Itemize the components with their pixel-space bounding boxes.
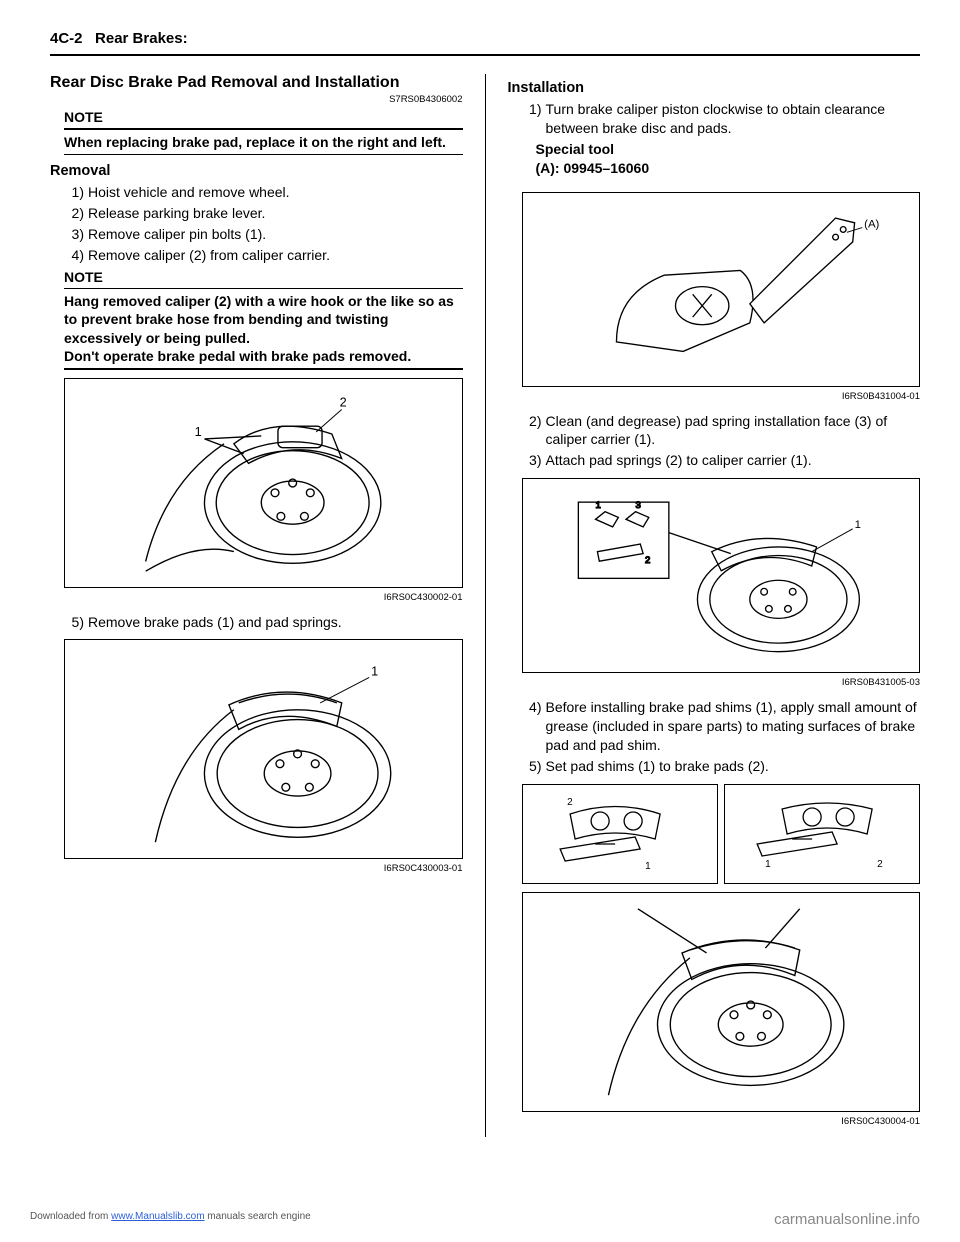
install-step-1: 1)Turn brake caliper piston clockwise to… xyxy=(522,100,921,138)
step: 2)Release parking brake lever. xyxy=(64,204,463,223)
note-label: NOTE xyxy=(64,269,463,285)
figure-id: I6RS0C430003-01 xyxy=(64,863,463,874)
rotor-shim-svg xyxy=(529,899,914,1105)
footer-left: Downloaded from www.Manualslib.com manua… xyxy=(30,1211,311,1228)
shim-box-left: 2 1 xyxy=(522,784,718,884)
step: 4)Remove caliper (2) from caliper carrie… xyxy=(64,246,463,265)
section-title: Rear Disc Brake Pad Removal and Installa… xyxy=(50,74,463,92)
springs-svg: 1 3 2 1 xyxy=(529,485,914,666)
figure-id: I6RS0B431004-01 xyxy=(522,391,921,402)
svg-text:2: 2 xyxy=(567,797,573,808)
special-tool-code: (A): 09945–16060 xyxy=(536,159,921,178)
shim-svg-2: 1 2 xyxy=(729,789,915,879)
figure-id: I6RS0B431005-03 xyxy=(522,677,921,688)
brake-pads-svg: 1 xyxy=(71,646,456,852)
note-block-2: NOTE Hang removed caliper (2) with a wir… xyxy=(64,269,463,370)
note-body: Hang removed caliper (2) with a wire hoo… xyxy=(64,292,463,365)
page-header: 4C-2 Rear Brakes: xyxy=(50,30,920,56)
figure-id: I6RS0C430002-01 xyxy=(64,592,463,603)
step: 3)Remove caliper pin bolts (1). xyxy=(64,225,463,244)
note-rule xyxy=(64,128,463,130)
step: 2)Clean (and degrease) pad spring instal… xyxy=(522,412,921,450)
doc-id: S7RS0B4306002 xyxy=(50,94,463,105)
figure-install-3 xyxy=(522,892,921,1112)
step: 5)Set pad shims (1) to brake pads (2). xyxy=(522,757,921,776)
svg-text:2: 2 xyxy=(645,555,650,566)
note-rule xyxy=(64,154,463,156)
figure-install-2: 1 3 2 1 xyxy=(522,478,921,673)
svg-text:1: 1 xyxy=(595,500,600,511)
note-body: When replacing brake pad, replace it on … xyxy=(64,133,463,151)
figure-id: I6RS0C430004-01 xyxy=(522,1116,921,1127)
step: 4)Before installing brake pad shims (1),… xyxy=(522,698,921,755)
callout-2: 2 xyxy=(340,394,347,409)
shim-svg-1: 2 1 xyxy=(527,789,713,879)
left-column: Rear Disc Brake Pad Removal and Installa… xyxy=(50,74,463,1137)
page-footer: Downloaded from www.Manualslib.com manua… xyxy=(30,1211,920,1228)
step-5: 5)Remove brake pads (1) and pad springs. xyxy=(64,613,463,632)
install-steps-45: 4)Before installing brake pad shims (1),… xyxy=(522,698,921,776)
svg-text:1: 1 xyxy=(645,861,651,872)
note-label: NOTE xyxy=(64,109,463,125)
note-rule xyxy=(64,368,463,370)
callout-1: 1 xyxy=(195,423,202,438)
step: 3)Attach pad springs (2) to caliper carr… xyxy=(522,451,921,470)
callout-1: 1 xyxy=(854,519,860,531)
callout-1: 1 xyxy=(371,664,378,679)
footer-right: carmanualsonline.info xyxy=(774,1211,920,1228)
svg-text:3: 3 xyxy=(635,500,640,511)
figure-removal-1: 1 2 xyxy=(64,378,463,588)
callout-A: (A) xyxy=(864,218,879,230)
right-column: Installation 1)Turn brake caliper piston… xyxy=(508,74,921,1137)
column-divider xyxy=(485,74,486,1137)
brake-rotor-svg: 1 2 xyxy=(71,385,456,581)
install-steps-23: 2)Clean (and degrease) pad spring instal… xyxy=(522,412,921,471)
page-ref: 4C-2 Rear Brakes: xyxy=(50,30,188,47)
step: 1)Hoist vehicle and remove wheel. xyxy=(64,183,463,202)
removal-heading: Removal xyxy=(50,163,463,179)
step: 5)Remove brake pads (1) and pad springs. xyxy=(64,613,463,632)
removal-steps: 1)Hoist vehicle and remove wheel. 2)Rele… xyxy=(64,183,463,265)
manualslib-link[interactable]: www.Manualslib.com xyxy=(111,1211,204,1222)
svg-text:1: 1 xyxy=(765,859,771,870)
figure-install-1: (A) xyxy=(522,192,921,387)
shim-box-right: 1 2 xyxy=(724,784,920,884)
note-block-1: NOTE When replacing brake pad, replace i… xyxy=(64,109,463,155)
figure-install-3-wrap: 2 1 1 2 xyxy=(522,784,921,1112)
shim-detail-boxes: 2 1 1 2 xyxy=(522,784,921,884)
installation-heading: Installation xyxy=(508,80,921,96)
content-columns: Rear Disc Brake Pad Removal and Installa… xyxy=(50,74,920,1137)
special-tool-label: Special tool xyxy=(536,140,921,159)
step: 1)Turn brake caliper piston clockwise to… xyxy=(522,100,921,138)
svg-text:2: 2 xyxy=(877,859,883,870)
note-rule xyxy=(64,288,463,290)
figure-removal-2: 1 xyxy=(64,639,463,859)
tool-svg: (A) xyxy=(529,199,914,380)
